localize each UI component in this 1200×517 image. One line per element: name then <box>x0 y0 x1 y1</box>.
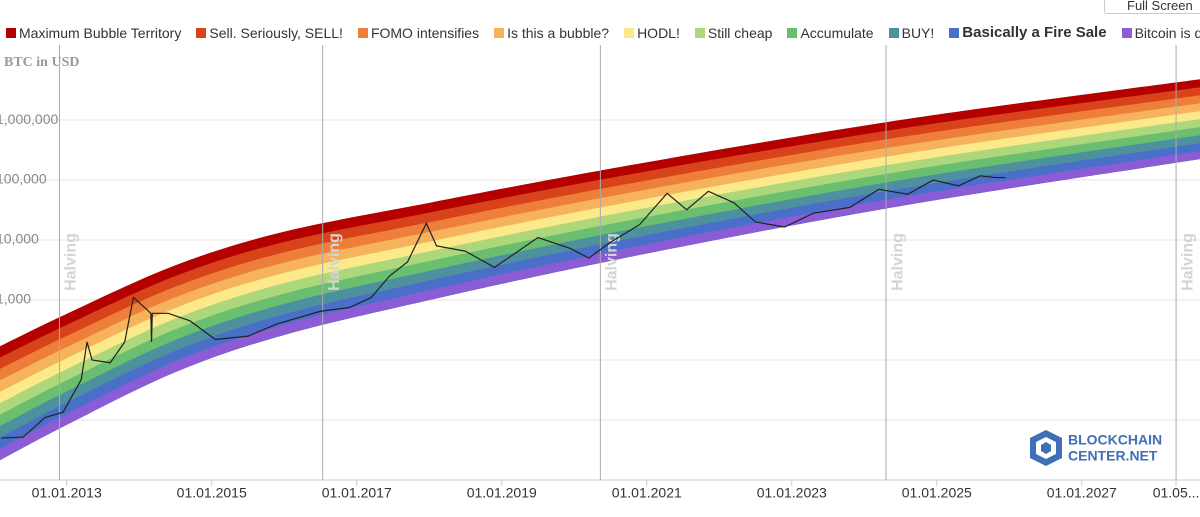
legend-item[interactable]: Bitcoin is dead <box>1121 24 1200 41</box>
legend-label: Is this a bubble? <box>507 24 610 41</box>
legend-swatch <box>624 27 635 38</box>
x-tick-label: 01.01.2021 <box>612 485 682 501</box>
legend-swatch <box>1121 27 1132 38</box>
legend-item[interactable]: Maximum Bubble Territory <box>6 24 181 41</box>
legend-label: Accumulate <box>800 24 874 41</box>
legend-label: Maximum Bubble Territory <box>19 24 182 41</box>
legend-label: Still cheap <box>707 24 773 41</box>
halving-label: Halving <box>889 233 906 291</box>
legend-item[interactable]: Still cheap <box>694 24 773 41</box>
y-tick-label: 1,000 <box>0 291 31 307</box>
legend-swatch <box>494 27 505 38</box>
legend-item[interactable]: FOMO intensifies <box>357 24 480 41</box>
legend-swatch <box>196 27 207 38</box>
logo: BLOCKCHAIN CENTER.NET <box>1030 430 1162 466</box>
legend-item[interactable]: Accumulate <box>787 24 874 41</box>
halving-label: Halving <box>604 233 621 291</box>
legend-swatch <box>888 27 899 38</box>
y-tick-label: 1,000,000 <box>0 111 58 127</box>
legend-swatch <box>357 27 368 38</box>
x-tick-label: 01.01.2019 <box>467 485 537 501</box>
x-tick-label: 01.01.2017 <box>322 485 392 501</box>
y-axis-title: BTC in USD <box>4 55 79 70</box>
logo-text: BLOCKCHAIN <box>1068 432 1162 448</box>
logo-text: CENTER.NET <box>1068 448 1158 464</box>
legend-label: Basically a Fire Sale <box>962 24 1107 41</box>
x-tick-label: 01.01.2023 <box>757 485 827 501</box>
legend-item[interactable]: Basically a Fire Sale <box>949 24 1107 41</box>
price-line <box>1 175 1006 439</box>
legend-swatch <box>787 27 798 38</box>
x-tick-label: 01.05... <box>1153 485 1200 501</box>
legend-label: HODL! <box>637 24 680 41</box>
logo-icon <box>1041 442 1051 454</box>
legend-item[interactable]: BUY! <box>888 24 935 41</box>
y-tick-label: 10,000 <box>0 231 39 247</box>
legend-label: Sell. Seriously, SELL! <box>209 24 343 41</box>
legend-item[interactable]: Is this a bubble? <box>494 24 609 41</box>
full-screen-button[interactable]: Full Screen <box>1104 0 1200 14</box>
legend: Maximum Bubble Territory Sell. Seriously,… <box>6 24 1200 41</box>
x-tick-label: 01.01.2015 <box>177 485 247 501</box>
halving-label: Halving <box>1179 233 1196 291</box>
halving-label: Halving <box>63 233 80 291</box>
legend-swatch <box>6 27 16 38</box>
x-tick-label: 01.01.2027 <box>1047 485 1117 501</box>
legend-swatch <box>949 27 960 38</box>
legend-swatch <box>694 27 705 38</box>
legend-item[interactable]: HODL! <box>624 24 680 41</box>
button-label: Full Screen <box>1127 0 1193 13</box>
legend-item[interactable]: Sell. Seriously, SELL! <box>196 24 343 41</box>
foreground: 01.01.2013 01.01.2015 01.01.2017 01.01.2019… <box>1 45 1199 501</box>
legend-label: Bitcoin is dead <box>1134 24 1200 41</box>
x-tick-label: 01.01.2013 <box>32 485 102 501</box>
legend-label: FOMO intensifies <box>370 24 480 41</box>
x-tick-label: 01.01.2025 <box>902 485 972 501</box>
halving-label: Halving <box>326 233 343 291</box>
y-tick-label: 100,000 <box>0 171 47 187</box>
legend-label: BUY! <box>901 24 935 41</box>
